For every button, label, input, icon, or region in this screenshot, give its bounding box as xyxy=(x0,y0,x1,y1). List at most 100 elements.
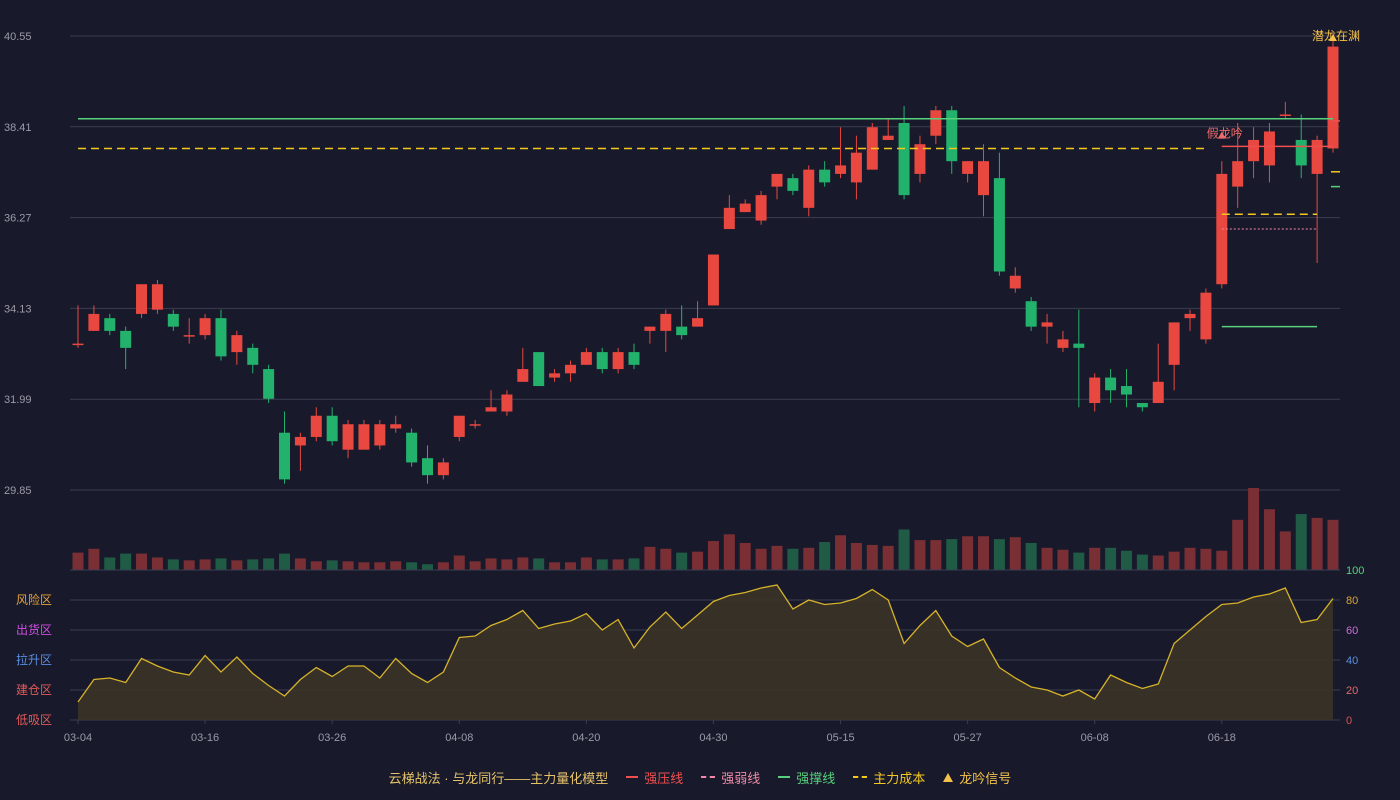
volume-bar xyxy=(72,552,84,570)
volume-bar xyxy=(819,542,831,570)
candle-body xyxy=(167,313,179,327)
candle-body xyxy=(199,318,211,336)
signal-marker xyxy=(1217,131,1226,139)
candle-body xyxy=(533,352,545,387)
risk-zone-label: 风险区 xyxy=(16,592,52,607)
legend-item-weak[interactable]: 强弱线 xyxy=(701,768,760,787)
legend-label: 强弱线 xyxy=(721,770,761,786)
volume-bar xyxy=(1009,537,1021,570)
candle-body xyxy=(1105,377,1117,391)
x-tick-label: 04-08 xyxy=(445,732,473,744)
price-tick-label: 38.41 xyxy=(4,122,32,134)
price-tick-label: 40.55 xyxy=(4,31,32,43)
volume-bar xyxy=(1041,547,1053,570)
volume-bar xyxy=(167,559,179,570)
volume-bar xyxy=(1152,555,1164,570)
candle-body xyxy=(437,462,449,476)
volume-bar xyxy=(231,560,243,570)
signal-annotation: 假龙吟 xyxy=(1207,126,1243,141)
risk-zone-label: 低吸区 xyxy=(16,713,52,727)
legend-item-signal[interactable]: 龙吟信号 xyxy=(943,768,1011,787)
volume-bar xyxy=(151,557,163,570)
candle-body xyxy=(850,152,862,183)
candle-body xyxy=(1057,339,1069,348)
volume-bar xyxy=(358,562,370,570)
price-tick-label: 29.85 xyxy=(4,485,32,497)
volume-bar xyxy=(835,535,847,570)
volume-bar xyxy=(310,561,322,570)
volume-bar xyxy=(406,562,418,570)
candle-body xyxy=(1041,322,1053,327)
volume-bar xyxy=(803,547,815,570)
volume-bar xyxy=(1216,550,1228,570)
candle-body xyxy=(469,424,481,426)
volume-bar xyxy=(787,548,799,570)
risk-zone-label: 出货区 xyxy=(16,622,52,637)
volume-bar xyxy=(1073,552,1085,570)
candle-body xyxy=(946,110,958,162)
volume-bar xyxy=(914,540,926,570)
legend-item-resistance[interactable]: 强压线 xyxy=(626,768,683,787)
volume-bar xyxy=(723,534,735,570)
legend-label: 龙吟信号 xyxy=(959,770,1012,786)
risk-tick-label: 20 xyxy=(1346,685,1358,697)
volume-bar xyxy=(882,545,894,570)
candle-body xyxy=(231,335,243,353)
resistance-line-icon xyxy=(626,776,639,778)
candle-body xyxy=(485,407,497,412)
signal-marker xyxy=(1329,34,1337,41)
candle-body xyxy=(1279,114,1291,116)
candle-body xyxy=(755,195,767,221)
candle-body xyxy=(247,347,259,365)
volume-bar xyxy=(676,552,688,570)
candle-body xyxy=(692,318,704,327)
volume-bar xyxy=(739,542,751,570)
volume-bar xyxy=(437,562,449,570)
candle-body xyxy=(771,173,783,187)
volume-bar xyxy=(771,545,783,570)
volume-bar xyxy=(1057,549,1069,570)
risk-tick-label: 60 xyxy=(1346,625,1358,637)
volume-bar xyxy=(866,544,878,570)
risk-line xyxy=(77,584,1334,703)
volume-bar xyxy=(755,548,767,570)
volume-bar xyxy=(517,557,529,570)
x-tick-label: 06-08 xyxy=(1081,732,1109,744)
weak-line-icon xyxy=(701,776,716,778)
candle-body xyxy=(1200,292,1212,340)
volume-bar xyxy=(978,536,990,570)
volume-bar xyxy=(374,562,386,570)
legend-label: 主力成本 xyxy=(873,770,926,786)
legend-item-support[interactable]: 强撑线 xyxy=(778,768,835,787)
candle-body xyxy=(993,178,1005,272)
candle-body xyxy=(501,394,513,412)
risk-area xyxy=(78,585,1333,720)
volume-bar xyxy=(533,558,545,570)
candle-body xyxy=(1248,139,1260,162)
volume-bar xyxy=(485,558,497,570)
cost-line-icon xyxy=(853,776,868,778)
x-tick-label: 05-15 xyxy=(826,732,854,744)
candle-body xyxy=(564,364,576,374)
candle-body xyxy=(1311,139,1323,174)
volume-bar xyxy=(104,557,116,570)
candle-body xyxy=(421,458,433,476)
legend-item-cost[interactable]: 主力成本 xyxy=(853,768,925,787)
candle-body xyxy=(1327,46,1339,149)
volume-bar xyxy=(1327,519,1339,570)
candle-body xyxy=(660,313,672,331)
x-tick-label: 03-04 xyxy=(64,732,92,744)
candle-body xyxy=(628,352,640,365)
candle-body xyxy=(644,326,656,331)
price-tick-label: 34.13 xyxy=(4,303,32,315)
candle-body xyxy=(342,424,354,450)
candle-body xyxy=(978,161,990,196)
x-tick-label: 04-30 xyxy=(699,732,727,744)
volume-bar xyxy=(850,542,862,570)
volume-bar xyxy=(199,559,211,570)
volume-bar xyxy=(946,539,958,570)
candle-body xyxy=(326,415,338,442)
candle-body xyxy=(1073,343,1085,348)
volume-bar xyxy=(930,540,942,570)
